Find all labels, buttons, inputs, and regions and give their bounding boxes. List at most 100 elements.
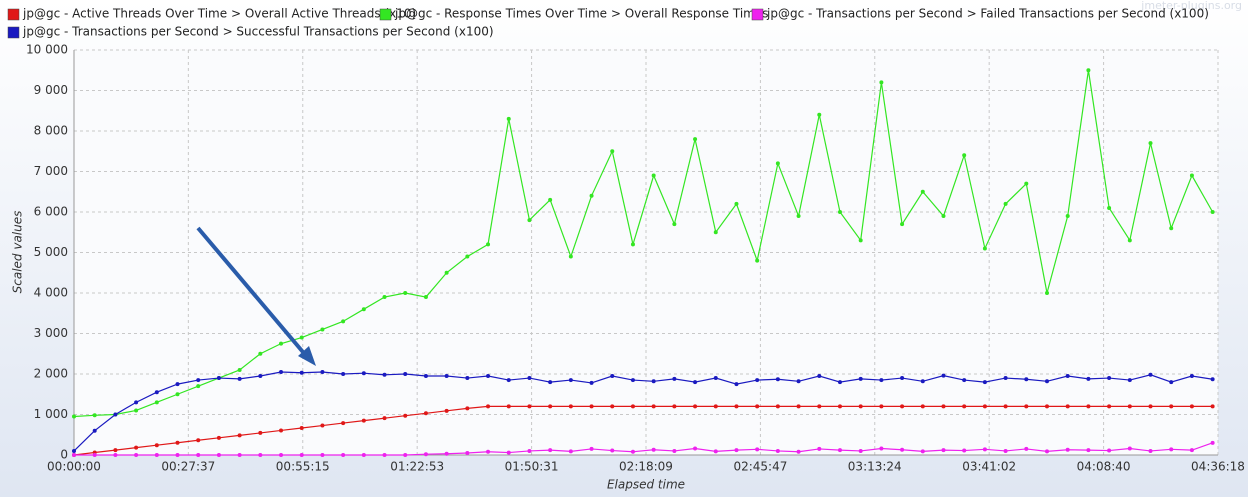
data-point bbox=[382, 372, 387, 377]
data-point bbox=[734, 201, 739, 206]
x-tick-label: 01:22:53 bbox=[390, 460, 444, 474]
data-point bbox=[486, 374, 491, 379]
data-point bbox=[630, 378, 635, 383]
data-point bbox=[92, 413, 97, 418]
data-point bbox=[589, 446, 594, 451]
legend-label: jp@gc - Response Times Over Time > Overa… bbox=[394, 7, 769, 21]
data-point bbox=[900, 376, 905, 381]
data-point bbox=[299, 335, 304, 340]
data-point bbox=[1127, 404, 1132, 409]
data-point bbox=[941, 448, 946, 453]
data-point bbox=[1210, 404, 1215, 409]
arrow-head bbox=[298, 346, 316, 366]
data-point bbox=[196, 438, 201, 443]
y-tick-label: 7 000 bbox=[34, 164, 68, 178]
data-point bbox=[92, 453, 97, 457]
data-point bbox=[299, 370, 304, 375]
data-point bbox=[713, 230, 718, 235]
data-point bbox=[775, 377, 780, 382]
annotation-arrow bbox=[196, 226, 316, 366]
legend-swatch bbox=[751, 8, 764, 21]
data-point bbox=[610, 404, 615, 409]
data-point bbox=[1086, 404, 1091, 409]
data-point bbox=[817, 374, 822, 379]
data-point bbox=[237, 453, 242, 457]
data-point bbox=[1086, 448, 1091, 453]
series-line bbox=[73, 70, 1214, 418]
data-point bbox=[817, 404, 822, 409]
data-point bbox=[1169, 404, 1174, 409]
data-point bbox=[341, 453, 346, 457]
data-point bbox=[796, 214, 801, 219]
data-point bbox=[134, 445, 139, 450]
data-point bbox=[755, 447, 760, 452]
data-point bbox=[237, 367, 242, 372]
data-point bbox=[341, 319, 346, 324]
data-point bbox=[941, 214, 946, 219]
data-point bbox=[279, 341, 284, 346]
data-point bbox=[900, 404, 905, 409]
data-point bbox=[382, 453, 387, 457]
data-point bbox=[589, 380, 594, 385]
data-point bbox=[216, 435, 221, 440]
data-point bbox=[403, 413, 408, 418]
data-point bbox=[713, 449, 718, 454]
data-point bbox=[279, 453, 284, 457]
x-tick-label: 03:13:24 bbox=[848, 460, 902, 474]
y-tick-label: 10 000 bbox=[26, 43, 68, 57]
x-tick-label: 00:27:37 bbox=[161, 460, 215, 474]
data-point bbox=[175, 440, 180, 445]
data-point bbox=[568, 449, 573, 454]
data-point bbox=[962, 404, 967, 409]
data-point bbox=[920, 404, 925, 409]
data-point bbox=[1127, 238, 1132, 243]
data-point bbox=[527, 376, 532, 381]
data-point bbox=[568, 404, 573, 409]
data-point bbox=[279, 428, 284, 433]
x-tick-label: 04:08:40 bbox=[1077, 460, 1131, 474]
data-point bbox=[403, 291, 408, 295]
legend-label: jp@gc - Active Threads Over Time > Overa… bbox=[22, 7, 416, 21]
data-point bbox=[900, 447, 905, 452]
data-point bbox=[361, 307, 366, 312]
data-point bbox=[113, 453, 118, 457]
data-point bbox=[775, 448, 780, 453]
y-tick-label: 8 000 bbox=[34, 124, 68, 138]
data-point bbox=[548, 197, 553, 202]
y-tick-label: 3 000 bbox=[34, 326, 68, 340]
data-point bbox=[1210, 210, 1215, 214]
data-point bbox=[1169, 226, 1174, 231]
data-point bbox=[1065, 214, 1070, 219]
data-point bbox=[506, 116, 511, 121]
data-point bbox=[796, 379, 801, 384]
x-tick-label: 02:45:47 bbox=[733, 460, 787, 474]
data-point bbox=[465, 406, 470, 411]
data-point bbox=[1086, 68, 1091, 73]
legend-label: jp@gc - Transactions per Second > Succes… bbox=[22, 25, 494, 39]
x-tick-label: 01:50:31 bbox=[505, 460, 559, 474]
x-tick-label: 04:36:18 bbox=[1191, 460, 1245, 474]
y-tick-label: 6 000 bbox=[34, 205, 68, 219]
data-point bbox=[423, 295, 428, 300]
data-point bbox=[237, 376, 242, 381]
data-point bbox=[1045, 379, 1050, 384]
data-point bbox=[693, 446, 698, 451]
data-point bbox=[982, 447, 987, 452]
y-tick-label: 9 000 bbox=[34, 83, 68, 97]
data-point bbox=[1003, 404, 1008, 409]
data-point bbox=[1024, 404, 1029, 409]
data-point bbox=[196, 453, 201, 457]
watermark: jmeter-plugins.org bbox=[1140, 0, 1242, 12]
data-point bbox=[982, 246, 987, 251]
data-point bbox=[258, 374, 263, 379]
legend-swatch bbox=[7, 8, 20, 21]
data-point bbox=[651, 447, 656, 452]
data-point bbox=[775, 404, 780, 409]
data-point bbox=[1024, 377, 1029, 382]
data-point bbox=[982, 404, 987, 409]
data-point bbox=[941, 404, 946, 409]
data-point bbox=[589, 193, 594, 198]
data-point bbox=[486, 449, 491, 454]
legend-label: jp@gc - Transactions per Second > Failed… bbox=[766, 7, 1209, 21]
data-point bbox=[755, 378, 760, 383]
